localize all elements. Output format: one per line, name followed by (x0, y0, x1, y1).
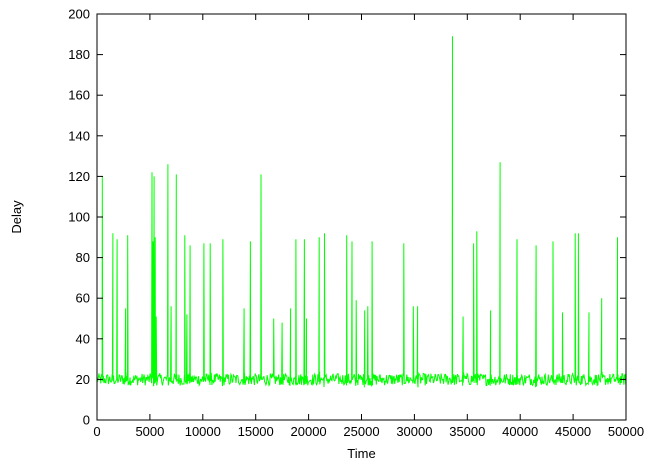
x-tick-label: 20000 (291, 424, 327, 439)
y-tick-label: 20 (76, 372, 90, 387)
x-tick-label: 35000 (449, 424, 485, 439)
x-tick-label: 15000 (238, 424, 274, 439)
y-tick-label: 60 (76, 291, 90, 306)
y-tick-label: 140 (68, 128, 90, 143)
x-axis-title: Time (347, 446, 375, 461)
x-tick-label: 5000 (135, 424, 164, 439)
y-tick-label: 120 (68, 169, 90, 184)
x-tick-label: 50000 (608, 424, 644, 439)
y-tick-label: 200 (68, 7, 90, 22)
y-tick-label: 100 (68, 210, 90, 225)
x-tick-label: 45000 (555, 424, 591, 439)
x-tick-label: 0 (93, 424, 100, 439)
y-tick-label: 160 (68, 88, 90, 103)
y-axis-title: Delay (9, 200, 24, 234)
delay-series-line (96, 36, 627, 388)
y-tick-label: 80 (76, 250, 90, 265)
x-tick-label: 30000 (396, 424, 432, 439)
y-tick-label: 40 (76, 331, 90, 346)
y-tick-label: 180 (68, 47, 90, 62)
series-layer (96, 36, 627, 388)
x-tick-label: 10000 (185, 424, 221, 439)
y-tick-label: 0 (83, 413, 90, 428)
axis-ticks: 0 5000 10000 15000 20000 25000 30000 35000 40000… (68, 7, 644, 440)
x-tick-label: 25000 (343, 424, 379, 439)
x-tick-label: 40000 (502, 424, 538, 439)
